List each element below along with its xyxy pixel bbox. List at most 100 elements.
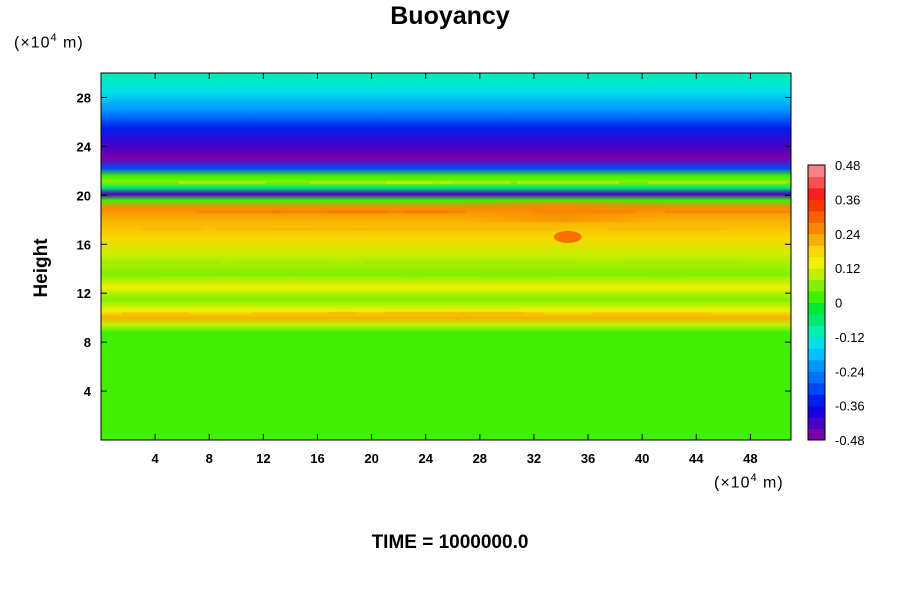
field-streak [363, 260, 497, 264]
field-streak [551, 276, 651, 280]
plot-frame [100, 72, 792, 441]
field-streak [441, 181, 511, 185]
colorbar-tick-label: 0.36 [835, 192, 860, 207]
colorbar-segment [808, 371, 825, 384]
field-streak [346, 227, 481, 231]
y-axis-unit-label: (×104 m) [14, 32, 84, 52]
field-streak [386, 181, 451, 185]
y-tick-label: 20 [77, 188, 91, 203]
field-streak [494, 260, 575, 264]
time-label: TIME = 1000000.0 [371, 532, 529, 553]
colorbar-segment [808, 336, 825, 349]
field-warm-band [452, 201, 670, 223]
field-streak [272, 210, 389, 214]
field-streak [420, 276, 483, 280]
field-streak [213, 276, 297, 280]
field-streak [156, 260, 221, 264]
colorbar-segment [808, 210, 825, 223]
colorbar-segment [808, 165, 825, 177]
x-tick-label: 32 [527, 451, 541, 466]
y-unit-exponent: 4 [50, 32, 58, 44]
field-streak [665, 210, 791, 214]
x-axis-unit-label: (×104 m) [714, 472, 784, 492]
field-streak [215, 227, 313, 231]
colorbar-segment [808, 382, 825, 395]
field-streak [253, 311, 357, 315]
field-streak [517, 181, 619, 185]
x-unit-suffix: m) [757, 474, 784, 492]
colorbar-segment [808, 279, 825, 292]
field-streak [327, 210, 449, 214]
colorbar-tick-label: -0.12 [835, 330, 865, 345]
field-streak [648, 181, 787, 185]
x-tick-label: 24 [418, 451, 433, 466]
field-streak [179, 181, 265, 185]
field-streak [460, 311, 543, 315]
x-tick-label: 8 [206, 451, 213, 466]
colorbar-segment [808, 176, 825, 189]
field-streak [591, 311, 711, 315]
colorbar-tick-label: 0.12 [835, 261, 860, 276]
field-streak [682, 276, 791, 280]
field-streak [270, 227, 373, 231]
field-streak [608, 227, 727, 231]
colorbar-segment [808, 291, 825, 303]
colorbar-tick-label: 0.24 [835, 227, 860, 242]
y-tick-label: 8 [84, 335, 91, 350]
colorbar-tick-label: -0.24 [835, 364, 865, 379]
colorbar-segment [808, 302, 825, 315]
plot-area [100, 72, 792, 441]
colorbar-segment [808, 222, 825, 235]
field-texture [101, 181, 791, 315]
colorbar-segment [808, 428, 825, 441]
x-unit-exponent: 4 [750, 472, 758, 484]
colorbar-frame [807, 164, 826, 441]
field-streak [289, 276, 405, 280]
x-tick-label: 40 [635, 451, 649, 466]
field-streak [384, 311, 525, 315]
y-unit-suffix: m) [57, 34, 84, 52]
field-streak [477, 227, 559, 231]
x-tick-label: 4 [152, 451, 160, 466]
y-tick-label: 16 [77, 237, 91, 252]
y-tick-label: 24 [77, 139, 92, 154]
y-tick-label: 28 [77, 90, 91, 105]
x-tick-label: 28 [473, 451, 487, 466]
colorbar-segment [808, 256, 825, 269]
colorbar-segment [808, 359, 825, 372]
field-streak [329, 311, 465, 315]
x-tick-label: 48 [743, 451, 757, 466]
colorbar-segment [808, 348, 825, 361]
colorbar-tick-label: -0.36 [835, 399, 865, 414]
field-streak [403, 210, 467, 214]
colorbar-segment [808, 187, 825, 200]
colorbar-segment [808, 199, 825, 212]
field-streak [158, 276, 237, 280]
colorbar-tick-label: -0.48 [835, 433, 865, 448]
x-tick-label: 12 [256, 451, 270, 466]
colorbar-tick-label: 0 [835, 296, 842, 311]
colorbar-segment [808, 268, 825, 281]
colorbar-segment [808, 233, 825, 246]
colorbar-segment [808, 245, 825, 258]
y-axis-ticks: 4 8 12 16 20 24 28 [77, 90, 791, 399]
colorbar-segment [808, 417, 825, 430]
field-streak [122, 311, 189, 315]
x-tick-label: 36 [581, 451, 595, 466]
x-tick-label: 20 [364, 451, 378, 466]
colorbar-segment [808, 325, 825, 338]
colorbar: 0.48 0.36 0.24 0.12 0 -0.12 -0.24 -0.36 -0.48 [807, 158, 865, 448]
buoyancy-field [101, 73, 791, 440]
y-unit-prefix: (×10 [14, 34, 51, 52]
field-streak [196, 210, 281, 214]
field-streak [625, 260, 743, 264]
x-tick-label: 44 [689, 451, 704, 466]
y-tick-label: 12 [77, 286, 91, 301]
field-streak [232, 260, 329, 264]
colorbar-segment [808, 394, 825, 407]
x-unit-prefix: (×10 [714, 474, 751, 492]
colorbar-segment [808, 313, 825, 326]
field-streak [101, 260, 161, 264]
x-axis-ticks: 4 8 12 16 20 24 28 32 36 40 44 48 [152, 73, 758, 466]
